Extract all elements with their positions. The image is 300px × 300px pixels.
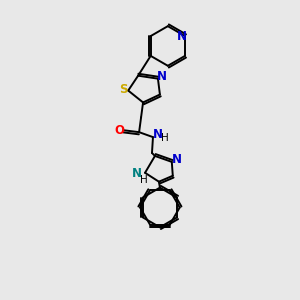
Text: H: H <box>140 175 148 185</box>
Text: N: N <box>172 153 182 167</box>
Text: N: N <box>157 70 167 83</box>
Text: S: S <box>119 83 128 96</box>
Text: O: O <box>114 124 124 137</box>
Text: N: N <box>177 30 187 43</box>
Text: N: N <box>153 128 163 141</box>
Text: N: N <box>132 167 142 180</box>
Text: H: H <box>161 133 169 143</box>
